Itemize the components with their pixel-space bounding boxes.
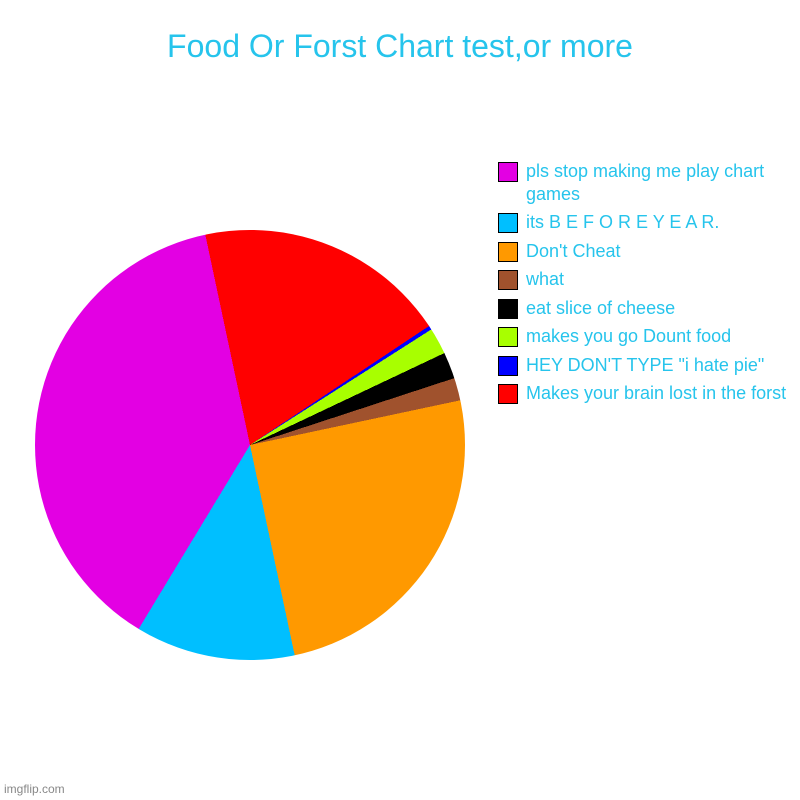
legend: pls stop making me play chart games its B… <box>498 160 788 411</box>
legend-label: Don't Cheat <box>526 240 788 263</box>
legend-label: makes you go Dount food <box>526 325 788 348</box>
legend-item: HEY DON'T TYPE "i hate pie" <box>498 354 788 377</box>
legend-swatch <box>498 384 518 404</box>
legend-item: pls stop making me play chart games <box>498 160 788 205</box>
watermark: imgflip.com <box>4 782 65 796</box>
pie-graphic <box>35 230 465 660</box>
legend-swatch <box>498 299 518 319</box>
legend-item: its B E F O R E Y E A R. <box>498 211 788 234</box>
legend-item: eat slice of cheese <box>498 297 788 320</box>
legend-item: Makes your brain lost in the forst <box>498 382 788 405</box>
legend-swatch <box>498 356 518 376</box>
legend-swatch <box>498 327 518 347</box>
legend-label: HEY DON'T TYPE "i hate pie" <box>526 354 788 377</box>
pie-chart <box>35 230 465 660</box>
legend-label: its B E F O R E Y E A R. <box>526 211 788 234</box>
legend-item: what <box>498 268 788 291</box>
legend-item: Don't Cheat <box>498 240 788 263</box>
legend-swatch <box>498 162 518 182</box>
legend-label: what <box>526 268 788 291</box>
legend-label: pls stop making me play chart games <box>526 160 788 205</box>
legend-item: makes you go Dount food <box>498 325 788 348</box>
legend-swatch <box>498 242 518 262</box>
legend-swatch <box>498 213 518 233</box>
legend-label: Makes your brain lost in the forst <box>526 382 788 405</box>
chart-title: Food Or Forst Chart test,or more <box>0 28 800 65</box>
legend-swatch <box>498 270 518 290</box>
legend-label: eat slice of cheese <box>526 297 788 320</box>
